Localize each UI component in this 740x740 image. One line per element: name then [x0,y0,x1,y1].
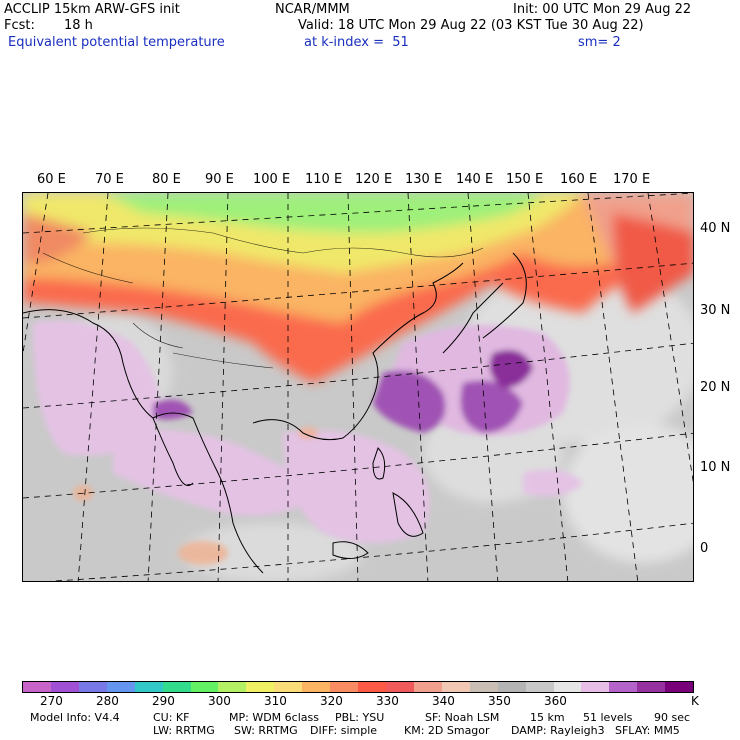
colorbar-swatch [553,682,582,692]
diff-scheme: DIFF: simple [310,724,378,737]
colorbar-tick-label: 310 [264,694,287,708]
colorbar-swatch [665,682,694,692]
longitude-label: 80 E [152,172,181,187]
longitude-label: 100 E [253,172,291,187]
longitude-label: 150 E [506,172,544,187]
coastlines [23,252,527,574]
colorbar-swatch [413,682,442,692]
field-name: Equivalent potential temperature [8,35,225,50]
colorbar-swatch [23,682,51,692]
valid-time: Valid: 18 UTC Mon 29 Aug 22 (03 KST Tue … [298,18,644,33]
country-borders [42,227,484,369]
colorbar-swatch [246,682,275,692]
colorbar-swatch [162,682,191,692]
latitude-label: 0 [700,541,709,556]
init-time: Init: 00 UTC Mon 29 Aug 22 [513,2,692,17]
forecast-hours: 18 h [64,18,93,33]
level-label: at k-index = 51 [304,35,409,50]
colorbar-swatch [358,682,386,692]
damp-scheme: DAMP: Rayleigh3 [511,724,605,737]
colorbar-swatch [637,682,666,692]
longitude-label: 60 E [37,172,66,187]
longitude-label: 120 E [355,172,393,187]
colorbar-swatch [218,682,247,692]
colorbar-swatch [525,682,554,692]
colorbar-swatch [274,682,303,692]
colorbar-swatch [385,682,414,692]
longitude-label: 140 E [456,172,494,187]
longitude-label: 130 E [405,172,443,187]
vertical-levels: 51 levels [583,711,633,724]
colorbar-tick-label: 340 [432,694,455,708]
longitude-label: 90 E [205,172,234,187]
colorbar [22,681,694,693]
org-label: NCAR/MMM [275,2,350,17]
colorbar-swatch [302,682,331,692]
model-title: ACCLIP 15km ARW-GFS init [4,2,180,17]
colorbar-swatch [134,682,163,692]
colorbar-unit: K [691,694,699,708]
mp-scheme: MP: WDM 6class [229,711,319,724]
lw-scheme: LW: RRTMG [153,724,215,737]
sw-scheme: SW: RRTMG [234,724,298,737]
longitude-label: 70 E [95,172,124,187]
colorbar-swatch [106,682,135,692]
latitude-label: 30 N [700,303,731,318]
colorbar-swatch [497,682,526,692]
pbl-scheme: PBL: YSU [335,711,385,724]
sf-scheme: SF: Noah LSM [425,711,500,724]
high-theta-e-regions [33,320,583,543]
colorbar-tick-label: 290 [152,694,175,708]
colorbar-swatch [190,682,219,692]
forecast-label: Fcst: [4,18,35,33]
km-scheme: KM: 2D Smagor [404,724,490,737]
theta-e-map [23,193,693,581]
colorbar-swatch [441,682,470,692]
colorbar-swatch [469,682,498,692]
colorbar-tick-label: 300 [208,694,231,708]
colorbar-tick-label: 350 [488,694,511,708]
latitude-label: 40 N [700,221,731,236]
colorbar-swatch [609,682,638,692]
colorbar-swatch [330,682,359,692]
colorbar-swatch [50,682,79,692]
model-info: Model Info: V4.4 [30,711,120,724]
sflay-scheme: SFLAY: MM5 [615,724,680,737]
latitude-label: 10 N [700,460,731,475]
resolution: 15 km [530,711,565,724]
latitude-label: 20 N [700,380,731,395]
colorbar-tick-label: 360 [544,694,567,708]
colorbar-tick-label: 320 [320,694,343,708]
colorbar-tick-label: 270 [40,694,63,708]
longitude-label: 160 E [560,172,598,187]
colorbar-swatch [581,682,610,692]
cu-scheme: CU: KF [153,711,190,724]
longitude-label: 110 E [305,172,343,187]
colorbar-tick-label: 330 [376,694,399,708]
longitude-label: 170 E [613,172,651,187]
colorbar-tick-label: 280 [96,694,119,708]
map-panel [22,192,694,582]
graticule [23,193,693,581]
colorbar-swatch [78,682,107,692]
timestep: 90 sec [654,711,691,724]
northern-warm-band [23,193,693,383]
smoothing-label: sm= 2 [578,35,621,50]
